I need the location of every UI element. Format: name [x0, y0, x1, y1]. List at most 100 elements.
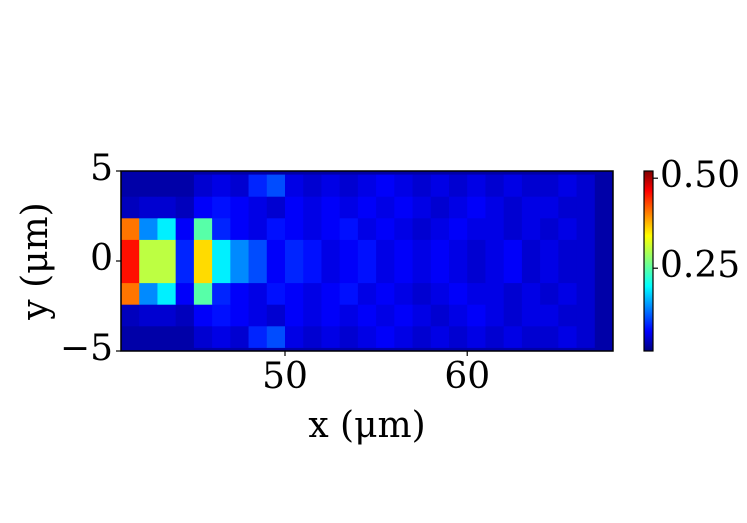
y-tick-label: −5 [60, 328, 113, 369]
heatmap-cell [540, 304, 559, 327]
heatmap-cell [449, 261, 468, 284]
heatmap-cell [521, 239, 541, 262]
heatmap-cell [576, 304, 596, 327]
heatmap-cell [339, 196, 359, 219]
heatmap-cell [175, 196, 195, 219]
heatmap-cell [376, 196, 395, 219]
heatmap-cell [467, 325, 486, 348]
heatmap-cell [594, 239, 613, 262]
heatmap-cell [430, 174, 450, 197]
colorbar-tick-label: 0.25 [660, 245, 740, 286]
heatmap-cell [321, 304, 341, 327]
heatmap-cell [376, 325, 395, 348]
heatmap-cell [394, 196, 414, 219]
heatmap-cell [193, 217, 213, 240]
heatmap-cell [248, 261, 268, 284]
heatmap-cell [485, 325, 505, 348]
heatmap-cell [485, 282, 505, 305]
heatmap-cell [230, 217, 250, 240]
heatmap-cell [175, 304, 195, 327]
y-tick-label: 5 [90, 148, 113, 189]
heatmap-cell [594, 217, 613, 240]
heatmap-cell [594, 304, 613, 327]
heatmap-cell [157, 217, 177, 240]
heatmap-cell [521, 196, 541, 219]
heatmap-cell [321, 217, 341, 240]
heatmap-cell [212, 325, 231, 348]
x-tick-label: 60 [444, 356, 490, 397]
heatmap-cell [394, 174, 414, 197]
heatmap-cell [503, 196, 523, 219]
heatmap-cell [139, 174, 158, 197]
heatmap-cell [285, 325, 304, 348]
heatmap-cell [212, 261, 231, 284]
heatmap-cell [285, 282, 304, 305]
heatmap-cell [485, 261, 505, 284]
heatmap-cell [266, 196, 286, 219]
heatmap-cell [394, 261, 414, 284]
heatmap-cell [412, 196, 432, 219]
heatmap-cell [175, 261, 195, 284]
heatmap-cell [521, 174, 541, 197]
heatmap-cell [339, 239, 359, 262]
heatmap-cell [139, 325, 158, 348]
heatmap-cell [193, 239, 213, 262]
heatmap [121, 171, 613, 351]
heatmap-cell [503, 217, 523, 240]
heatmap-cell [303, 217, 322, 240]
heatmap-cell [485, 174, 505, 197]
heatmap-cell [357, 174, 377, 197]
heatmap-cell [376, 217, 395, 240]
heatmap-cell [376, 282, 395, 305]
heatmap-cell [521, 261, 541, 284]
heatmap-cell [412, 239, 432, 262]
heatmap-cell [540, 239, 559, 262]
heatmap-cell [576, 282, 596, 305]
heatmap-cell [467, 304, 486, 327]
heatmap-cell [430, 196, 450, 219]
heatmap-cell [266, 325, 286, 348]
heatmap-cell [230, 325, 250, 348]
heatmap-cell [266, 261, 286, 284]
heatmap-cell [139, 261, 158, 284]
heatmap-cell [157, 261, 177, 284]
heatmap-cell [339, 261, 359, 284]
heatmap-cell [376, 174, 395, 197]
heatmap-cell [467, 217, 486, 240]
heatmap-cell [248, 325, 268, 348]
heatmap-cell [521, 217, 541, 240]
heatmap-cell [303, 174, 322, 197]
heatmap-cell [430, 282, 450, 305]
heatmap-cell [503, 304, 523, 327]
heatmap-cell [266, 174, 286, 197]
heatmap-cell [157, 239, 177, 262]
heatmap-cell [285, 196, 304, 219]
heatmap-cell [321, 282, 341, 305]
heatmap-cell [193, 174, 213, 197]
heatmap-cell [394, 325, 414, 348]
heatmap-cell [412, 325, 432, 348]
heatmap-cell [430, 261, 450, 284]
heatmap-cell [412, 261, 432, 284]
heatmap-cell [412, 282, 432, 305]
heatmap-cell [576, 174, 596, 197]
heatmap-cell [321, 196, 341, 219]
heatmap-cell [558, 217, 578, 240]
heatmap-cell [175, 174, 195, 197]
heatmap-cell [248, 174, 268, 197]
heatmap-cell [540, 282, 559, 305]
heatmap-cell [248, 304, 268, 327]
heatmap-cell [558, 196, 578, 219]
heatmap-cell [576, 261, 596, 284]
heatmap-cell [230, 282, 250, 305]
heatmap-cell [503, 174, 523, 197]
heatmap-cell [212, 217, 231, 240]
heatmap-cell [266, 282, 286, 305]
heatmap-cell [449, 217, 468, 240]
heatmap-cell [121, 325, 140, 348]
heatmap-cell [576, 239, 596, 262]
heatmap-cell [357, 282, 377, 305]
heatmap-cell [394, 217, 414, 240]
heatmap-cell [449, 304, 468, 327]
